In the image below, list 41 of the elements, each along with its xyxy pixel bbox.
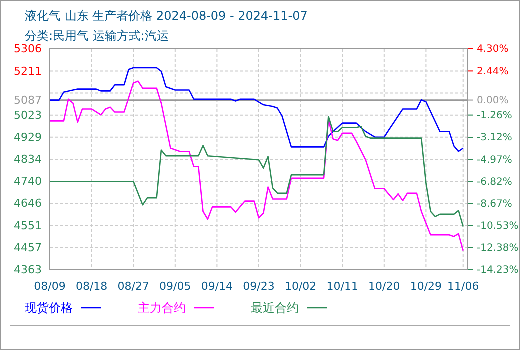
y-tick-label: 4740: [14, 175, 42, 188]
legend-label: 最近合约: [251, 301, 299, 315]
line-series: [49, 67, 464, 152]
legend-label: 现货价格: [25, 301, 73, 315]
y-tick-label: 4646: [14, 197, 42, 210]
y2-tick-label: -4.97%: [477, 154, 512, 166]
line-series: [49, 80, 464, 252]
y-tick-label: 4834: [14, 153, 42, 166]
y2-tick-label: -12.38%: [477, 243, 519, 254]
y-tick-label: 4551: [14, 219, 42, 232]
y2-tick-label: -10.53%: [477, 221, 519, 232]
x-tick-label: 08/09: [34, 280, 66, 293]
x-tick-label: 09/14: [201, 280, 234, 293]
y2-tick-label: 0.00%: [477, 95, 509, 106]
y-tick-label: 5211: [14, 64, 42, 78]
x-tick-label: 09/23: [243, 280, 275, 293]
y2-tick-label: 4.30%: [477, 44, 509, 56]
y-tick-label: 4363: [14, 264, 42, 277]
chart-title: 液化气 山东 生产者价格 2024-08-09 - 2024-11-07: [25, 9, 308, 23]
x-tick-label: 10/29: [410, 280, 442, 293]
x-tick-label: 09/05: [160, 280, 192, 293]
x-tick-label: 08/27: [118, 280, 150, 293]
y-tick-label: 5087: [14, 94, 42, 107]
legend-label: 主力合约: [138, 301, 186, 315]
x-tick-label: 11/06: [448, 280, 480, 293]
x-tick-label: 10/02: [284, 280, 317, 293]
y-tick-label: 4929: [14, 130, 42, 144]
y-tick-label: 5023: [14, 108, 42, 122]
y2-tick-label: -3.12%: [477, 132, 512, 144]
y2-tick-label: -14.23%: [477, 265, 519, 276]
x-tick-label: 08/18: [76, 280, 108, 293]
y2-tick-label: 2.44%: [477, 66, 509, 78]
y-tick-label: 4457: [14, 241, 42, 254]
x-tick-label: 10/20: [368, 280, 400, 293]
y2-tick-label: -8.67%: [477, 198, 512, 210]
chart-subtitle: 分类:民用气 运输方式:汽运: [25, 29, 169, 43]
y-tick-label: 5306: [14, 42, 42, 56]
y2-tick-label: -6.82%: [477, 176, 512, 188]
line-series: [49, 116, 464, 228]
y2-tick-label: -1.26%: [477, 110, 512, 122]
x-tick-label: 10/11: [326, 280, 358, 293]
